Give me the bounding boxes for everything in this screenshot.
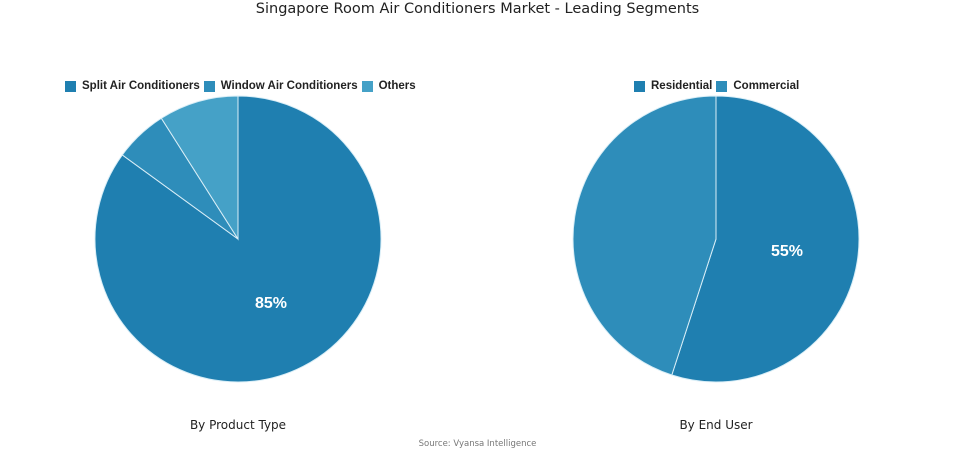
legend-item-commercial: Commercial bbox=[716, 80, 799, 92]
legend-swatch bbox=[634, 80, 645, 92]
legend-label: Window Air Conditioners bbox=[220, 80, 358, 92]
subtitle-product-type: By Product Type bbox=[189, 418, 287, 432]
pie-slice bbox=[160, 95, 239, 241]
legend-item-window: Window Air Conditioners bbox=[203, 80, 358, 92]
legend-swatch bbox=[65, 80, 76, 92]
pie-slice bbox=[94, 95, 382, 383]
chart-title: Singapore Room Air Conditioners Market -… bbox=[255, 1, 700, 17]
legend-swatch bbox=[361, 80, 373, 92]
subtitle-end-user: By End User bbox=[679, 418, 753, 432]
legend-product-type: Split Air Conditioners Window Air Condit… bbox=[65, 80, 420, 92]
legend-label: Commercial bbox=[733, 80, 800, 92]
legend-item-residential: Residential bbox=[634, 80, 712, 92]
legend-item-split: Split Air Conditioners bbox=[65, 80, 200, 92]
source-note: Source: Vyansa Intelligence bbox=[418, 439, 537, 449]
legend-label: Others bbox=[378, 80, 416, 92]
data-label-residential: 55% bbox=[771, 243, 803, 260]
pie-slice bbox=[572, 95, 717, 376]
legend-item-others: Others bbox=[361, 80, 416, 92]
legend-swatch bbox=[203, 80, 215, 92]
data-label-split: 85% bbox=[255, 295, 287, 312]
legend-label: Residential bbox=[651, 80, 713, 92]
legend-end-user: Residential Commercial bbox=[634, 80, 803, 92]
legend-swatch bbox=[716, 80, 728, 92]
pie-slice bbox=[671, 95, 860, 383]
legend-label: Split Air Conditioners bbox=[82, 80, 200, 92]
pie-end-user bbox=[572, 95, 860, 383]
pie-product-type bbox=[94, 95, 382, 383]
